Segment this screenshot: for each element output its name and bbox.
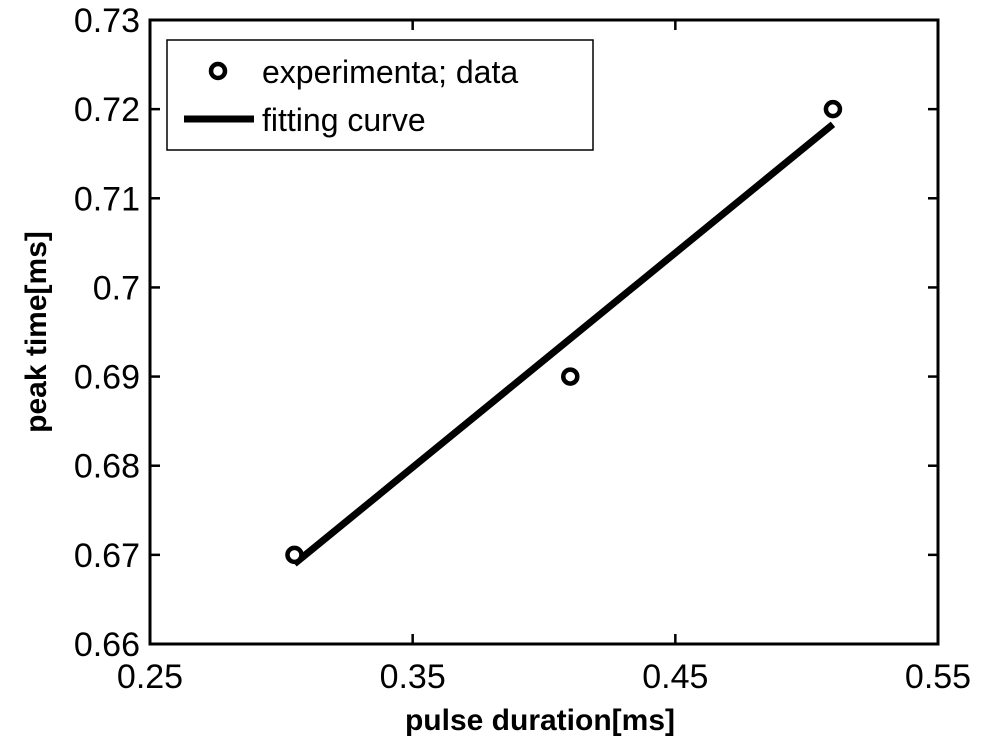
y-tick-label: 0.66 bbox=[74, 626, 140, 664]
data-point bbox=[285, 545, 304, 565]
legend: experimenta; data fitting curve bbox=[166, 39, 594, 151]
x-axis-label: pulse duration[ms] bbox=[405, 704, 675, 737]
legend-label-fitting-curve: fitting curve bbox=[262, 102, 426, 138]
y-tick-label: 0.7 bbox=[93, 269, 140, 307]
experimental-data-series bbox=[285, 99, 843, 565]
y-tick-label: 0.69 bbox=[74, 359, 140, 397]
x-tick-label: 0.25 bbox=[117, 658, 183, 696]
x-tick-label: 0.45 bbox=[642, 658, 708, 696]
fitting-curve-line bbox=[292, 121, 836, 567]
y-tick-label: 0.72 bbox=[74, 91, 140, 129]
axis-ticks bbox=[148, 18, 940, 646]
plot-area-frame bbox=[148, 18, 940, 646]
y-axis-label: peak time[ms] bbox=[20, 231, 53, 433]
fitting-curve-series bbox=[292, 121, 836, 567]
data-point bbox=[561, 367, 580, 386]
legend-box bbox=[166, 39, 594, 151]
legend-label-experimental-data: experimenta; data bbox=[262, 54, 518, 90]
y-tick-label: 0.73 bbox=[74, 2, 140, 40]
x-tick-label: 0.55 bbox=[905, 658, 971, 696]
y-tick-label: 0.68 bbox=[74, 448, 140, 486]
x-tick-label: 0.35 bbox=[380, 658, 446, 696]
y-tick-label: 0.71 bbox=[74, 180, 140, 218]
legend-marker-experimental-data bbox=[208, 61, 228, 81]
data-point bbox=[823, 99, 843, 119]
y-tick-label: 0.67 bbox=[74, 537, 140, 575]
